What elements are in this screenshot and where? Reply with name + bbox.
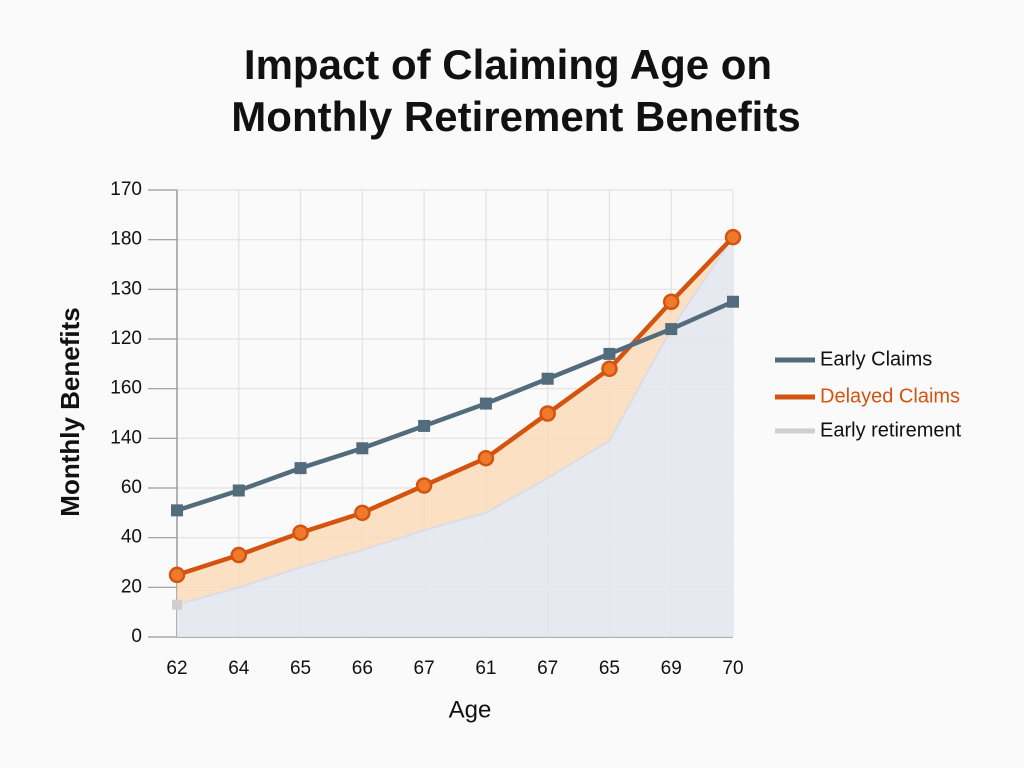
chart-title: Monthly Retirement Benefits	[231, 93, 800, 140]
point	[171, 504, 183, 517]
legend-label: Delayed Claims	[820, 385, 960, 407]
point	[292, 524, 309, 541]
x-axis-label: Age	[449, 696, 492, 723]
point	[168, 566, 186, 584]
x-tick-label: 62	[166, 658, 187, 679]
point	[294, 462, 307, 475]
y-tick-label: 130	[110, 278, 142, 299]
y-tick-label: 160	[110, 378, 142, 399]
x-tick-label: 61	[475, 658, 496, 679]
area-line	[176, 236, 734, 606]
chart-title: Impact of Claiming Age on	[244, 41, 772, 88]
area	[177, 237, 733, 637]
x-tick-label: 66	[352, 658, 373, 679]
y-tick-label: 40	[121, 527, 142, 548]
point	[662, 293, 680, 310]
point	[415, 477, 433, 494]
band	[177, 237, 733, 605]
point	[479, 397, 492, 410]
y-tick-label: 180	[110, 229, 142, 250]
x-tick-label: 65	[599, 658, 620, 679]
point	[354, 504, 371, 522]
x-tick-label: 70	[722, 658, 743, 679]
x-tick-label: 67	[537, 658, 558, 679]
point	[477, 449, 495, 467]
point	[232, 484, 245, 497]
point	[418, 419, 431, 432]
y-tick-label: 0	[131, 626, 142, 647]
y-tick-label: 20	[121, 576, 142, 597]
legend-label: Early Claims	[820, 348, 932, 370]
y-axis-label: Monthly Benefits	[55, 307, 85, 516]
point	[724, 228, 742, 246]
line	[176, 299, 734, 513]
x-tick-label: 64	[228, 658, 250, 679]
point	[665, 323, 678, 336]
y-tick-label: 140	[110, 427, 142, 448]
line	[176, 235, 735, 578]
point	[539, 405, 556, 422]
point	[356, 442, 369, 455]
point	[727, 295, 739, 308]
point	[230, 546, 248, 564]
x-tick-label: 67	[414, 658, 435, 679]
y-tick-label: 120	[110, 328, 142, 349]
y-tick-label: 170	[110, 179, 142, 200]
point	[541, 372, 554, 385]
point	[172, 599, 182, 610]
x-tick-label: 65	[290, 658, 311, 679]
legend-label: Early retirement	[820, 419, 962, 441]
point	[601, 360, 618, 378]
y-tick-label: 60	[121, 477, 142, 498]
point	[603, 347, 616, 360]
x-tick-label: 69	[661, 658, 682, 679]
